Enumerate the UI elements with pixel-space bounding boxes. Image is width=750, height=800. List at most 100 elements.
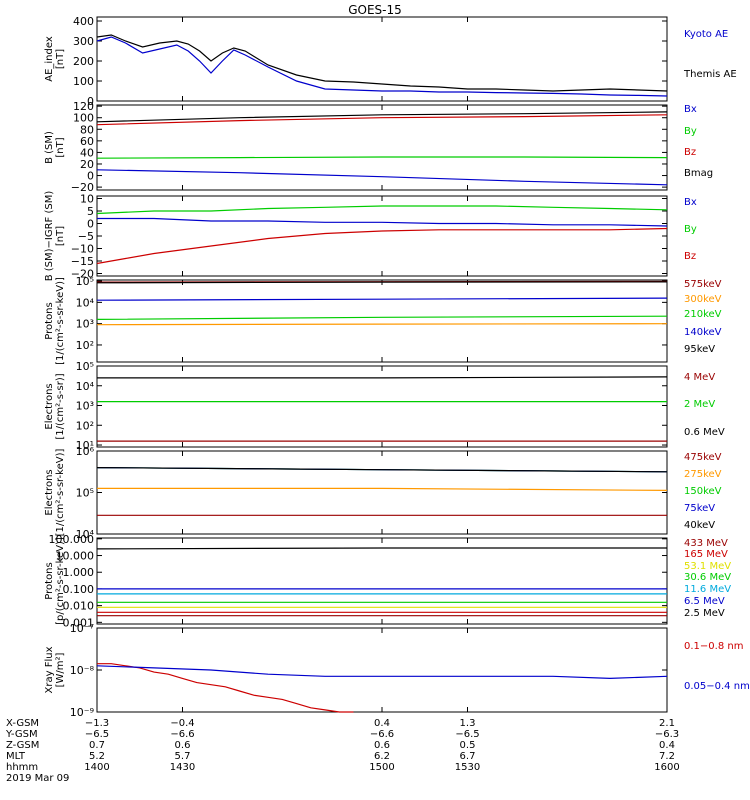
y-tick-label: 120 [73, 100, 94, 113]
y-tick-label: 0.100 [63, 583, 95, 596]
legend-entry: Themis AE [683, 69, 737, 80]
y-tick-label: 400 [73, 15, 94, 28]
series-line [96, 36, 668, 97]
x-tick-value: 1600 [654, 762, 679, 773]
x-tick-value: 1530 [455, 762, 480, 773]
panel-frame [96, 16, 668, 102]
y-tick-label: 10⁵ [76, 487, 94, 500]
legend-entry: 4 MeV [684, 372, 715, 383]
x-tick-value: 1.3 [460, 718, 476, 729]
series-line [96, 665, 668, 680]
x-row-label: Y-GSM [5, 729, 38, 740]
legend-entry: 2 MeV [684, 399, 715, 410]
legend-entry: 140keV [684, 327, 722, 338]
y-axis-label: [1/(cm²-s-sr)] [55, 373, 66, 439]
y-axis-label: B (SM) [44, 131, 55, 164]
legend-entry: Bz [684, 251, 696, 262]
legend-entry: 210keV [684, 309, 722, 320]
legend-entry: 95keV [684, 344, 715, 355]
y-axis-label: Xray Flux [44, 646, 55, 693]
y-tick-label: 1.000 [63, 566, 95, 579]
y-axis-label: [nT] [55, 226, 66, 246]
panel-protons_mageds: 10² 10³ 10⁴ 10⁵ Protons [1/(cm²-s-sr-keV)] 575… [44, 275, 722, 365]
x-tick-value: 0.6 [374, 740, 390, 751]
y-axis-label: Protons [44, 562, 55, 599]
y-tick-label: 300 [73, 35, 94, 48]
series-line [96, 156, 668, 159]
panel-protons_hi: 0.001 0.010 0.100 1.000 10.000 100.000 Protons… [44, 533, 731, 629]
x-tick-value: −6.6 [370, 729, 394, 740]
x-tick-value: 0.6 [175, 740, 191, 751]
y-tick-label: 0 [87, 218, 94, 231]
y-tick-label: −20 [71, 181, 94, 194]
y-tick-label: 10⁵ [76, 360, 94, 373]
y-tick-label: 0 [87, 170, 94, 183]
legend-entry: Kyoto AE [684, 29, 728, 40]
y-axis-label: [1/(cm²-s-sr-keV)] [55, 449, 66, 537]
y-tick-label: 5 [87, 205, 94, 218]
y-axis-label: [W/m²] [55, 652, 66, 687]
panel-electrons_mageds: 10⁴ 10⁵ 10⁶ Electrons [1/(cm²-s-sr-keV)] 475k… [44, 445, 722, 541]
y-tick-label: −15 [71, 255, 94, 268]
panel-electrons_high: 10¹ 10² 10³ 10⁴ 10⁵ Electrons [1/(cm²-s-sr)] 4 … [44, 360, 725, 452]
x-tick-value: 0.5 [460, 740, 476, 751]
y-tick-label: 60 [80, 135, 94, 148]
plot-title: GOES-15 [348, 3, 402, 17]
y-axis-label: [nT] [55, 137, 66, 157]
legend-entry: 300keV [684, 294, 722, 305]
series-line [96, 281, 668, 284]
panel-xray: 10⁻⁹ 10⁻⁸ 10⁻⁷ Xray Flux [W/m²] 0.1−0.8 nm 0.0… [44, 622, 750, 719]
panel-frame [96, 537, 668, 625]
legend-entry: 40keV [684, 520, 715, 531]
y-tick-label: 100 [73, 75, 94, 88]
legend-entry: Bmag [684, 168, 713, 179]
y-tick-label: −20 [71, 268, 94, 281]
x-row-label: X-GSM [6, 718, 39, 729]
x-row-label: Z-GSM [6, 740, 39, 751]
legend-entry: 275keV [684, 469, 722, 480]
y-tick-label: 10⁵ [76, 275, 94, 288]
series-line [97, 376, 668, 379]
legend-entry: 75keV [684, 503, 715, 514]
y-tick-label: 10 [80, 193, 94, 206]
y-tick-label: 0.001 [63, 616, 95, 629]
y-tick-label: 0 [87, 95, 94, 108]
legend-entry: Bx [684, 104, 697, 115]
x-tick-value: 7.2 [659, 751, 675, 762]
legend-entry: By [684, 224, 697, 235]
panel-ae: 0 100 200 300 400 AE_index [nT] Kyoto AE Themis … [44, 15, 737, 108]
series-line [96, 111, 668, 123]
series-line [97, 217, 668, 227]
x-tick-value: −6.5 [85, 729, 109, 740]
series-line [96, 114, 668, 126]
series-line [96, 169, 668, 186]
y-axis-label: Electrons [44, 469, 55, 515]
series-line [96, 205, 668, 215]
legend-entry: 11.6 MeV [684, 584, 731, 595]
y-axis-label: Electrons [44, 383, 55, 429]
series-line [96, 467, 668, 473]
y-tick-label: −10 [71, 243, 94, 256]
y-tick-label: 40 [80, 146, 94, 159]
x-tick-value: −6.3 [655, 729, 679, 740]
y-tick-label: 10⁻⁷ [70, 622, 94, 635]
legend-entry: 0.05−0.4 nm [684, 681, 750, 692]
y-tick-label: 10⁻⁹ [70, 706, 94, 719]
y-tick-label: −5 [78, 230, 94, 243]
y-tick-label: 10² [76, 419, 94, 432]
panel-frame [96, 279, 668, 363]
y-tick-label: 100 [73, 112, 94, 125]
legend-entry: 0.1−0.8 nm [684, 641, 743, 652]
y-tick-label: 10³ [76, 400, 94, 413]
legend-entry: 53.1 MeV [684, 561, 731, 572]
x-tick-value: 0.4 [374, 718, 390, 729]
y-axis-label: [p/(cm²-s-sr-keV)] [55, 537, 66, 625]
x-tick-value: 2.1 [659, 718, 675, 729]
x-tick-value: 6.7 [460, 751, 476, 762]
x-row-label: MLT [6, 751, 26, 762]
series-line [96, 547, 667, 550]
x-tick-value: 6.2 [374, 751, 390, 762]
y-tick-label: 20 [80, 158, 94, 171]
